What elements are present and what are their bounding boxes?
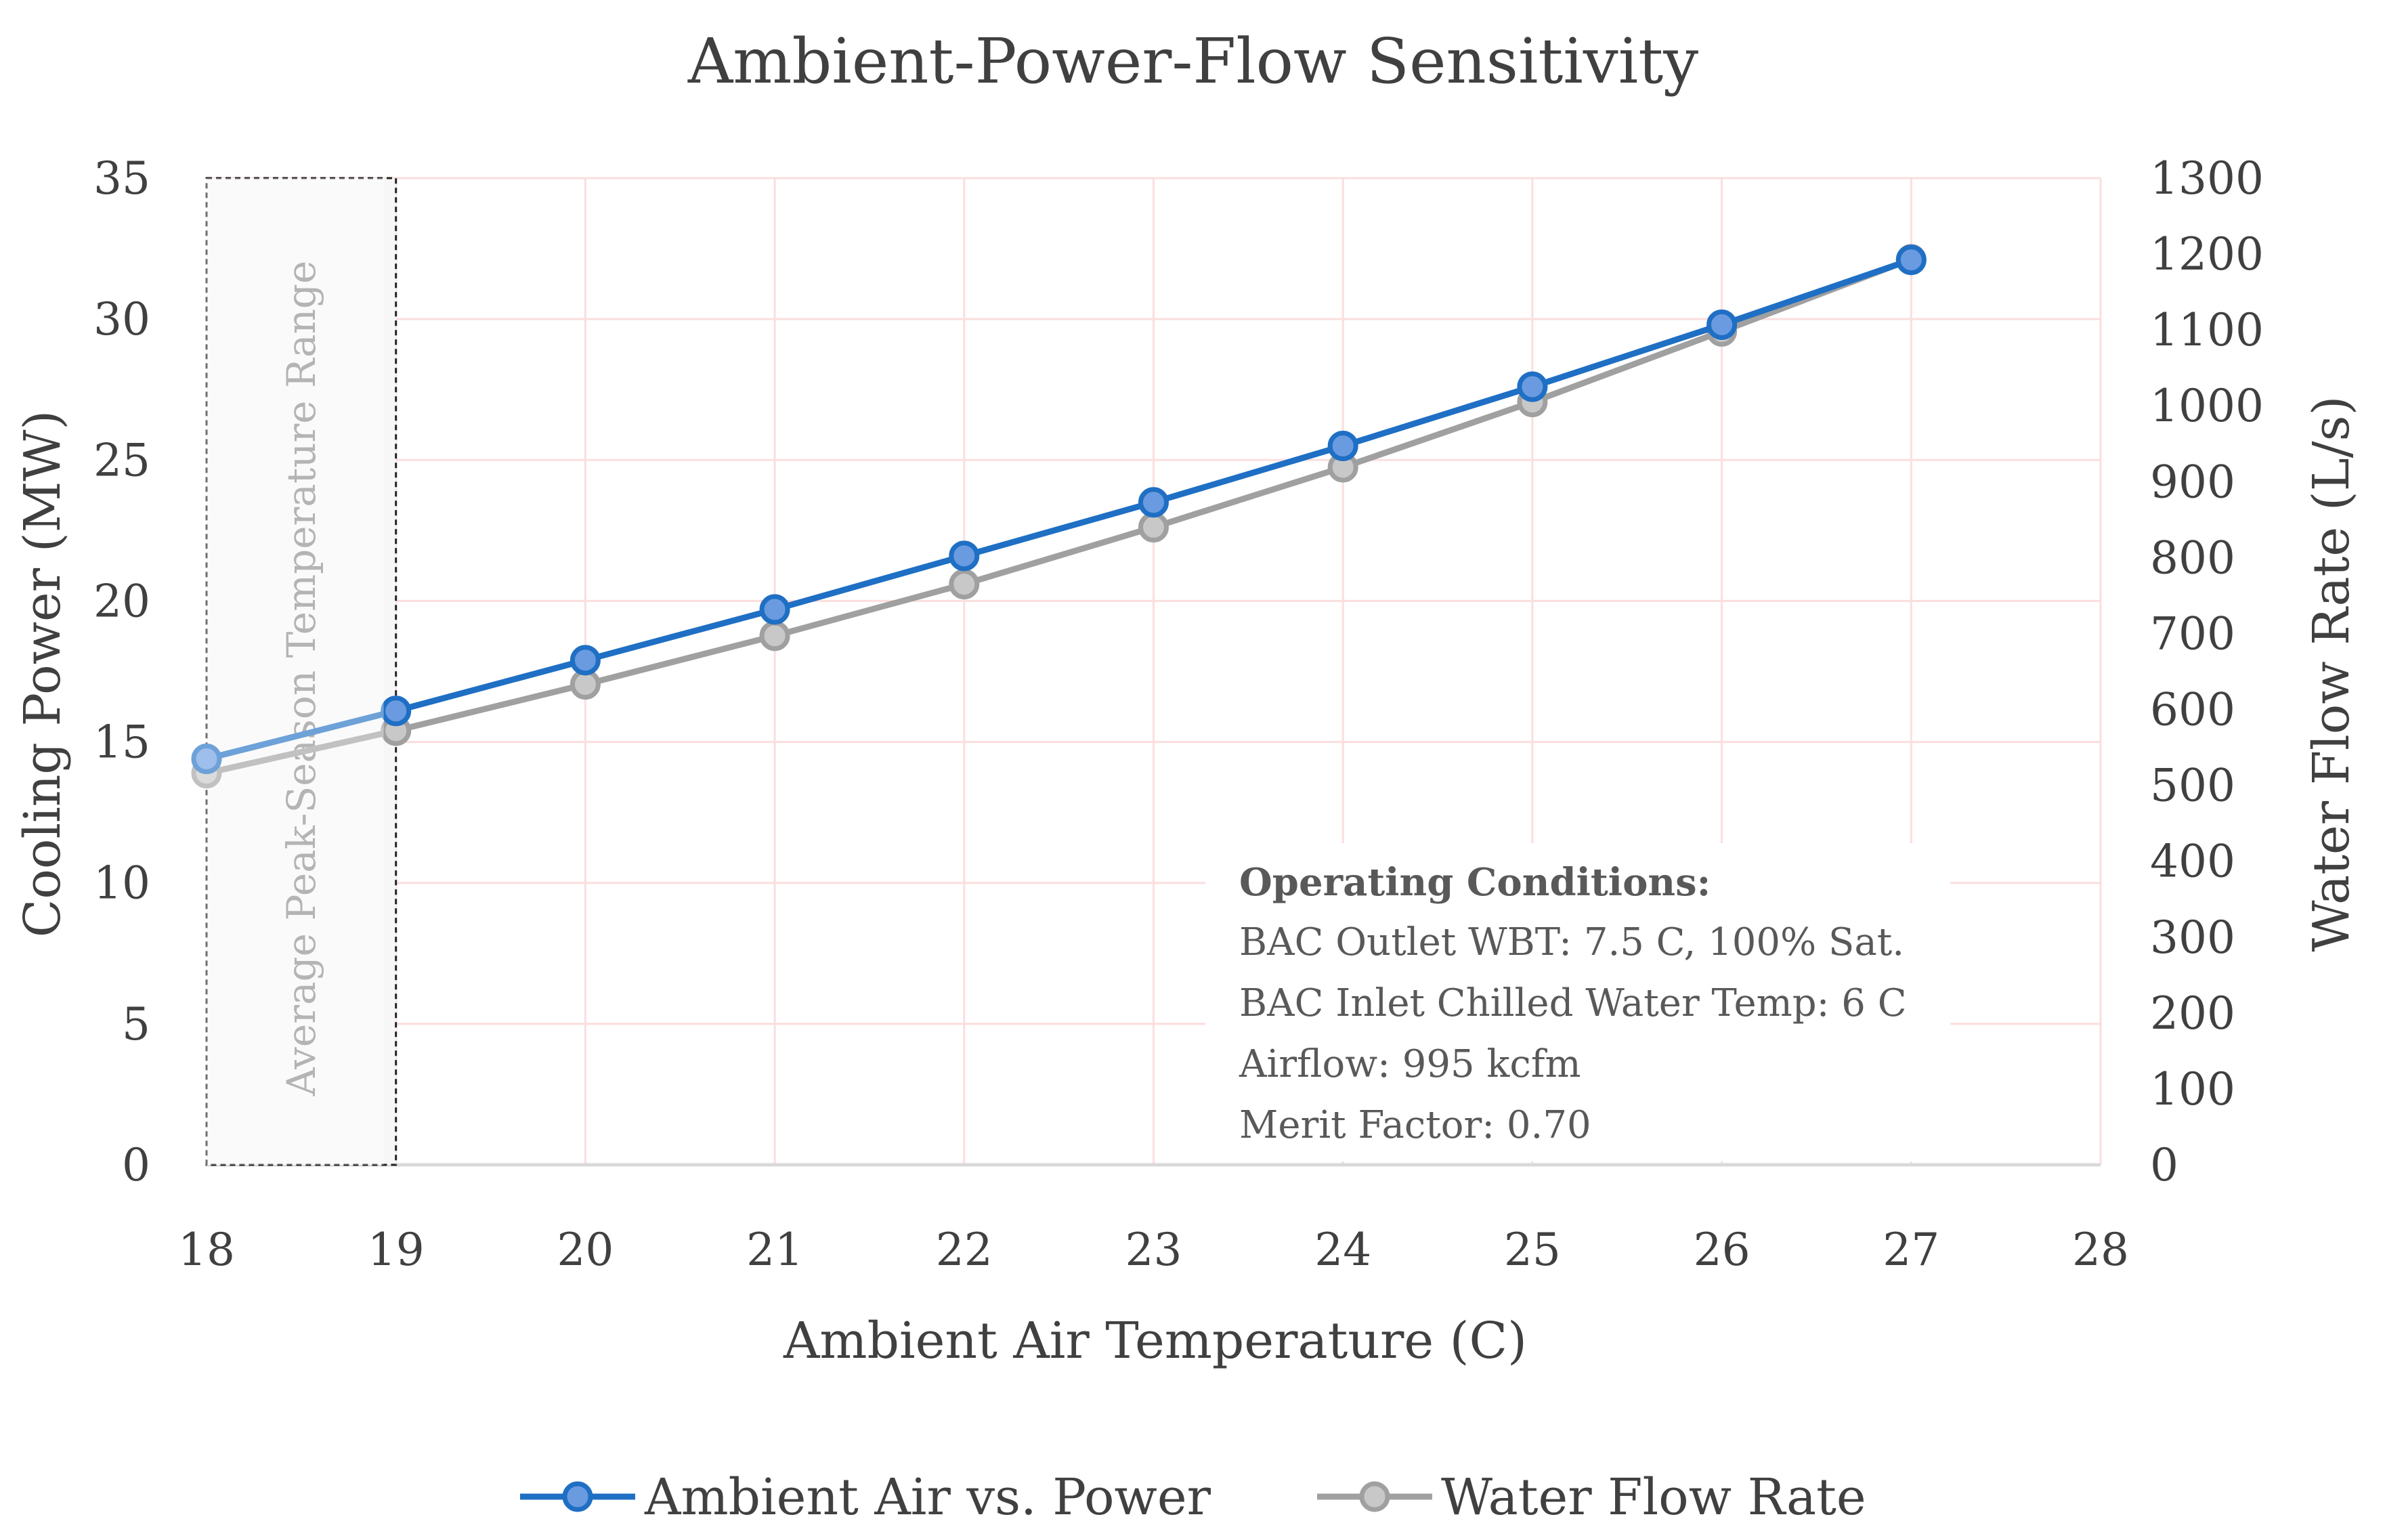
- power-point: [1706, 309, 1738, 340]
- annotation-line: Airflow: 995 kcfm: [1239, 1042, 1581, 1086]
- water-flow-point: [759, 620, 790, 651]
- power-point: [759, 594, 790, 625]
- y-tick-label: 30: [93, 293, 150, 345]
- y2-tick-label: 500: [2150, 760, 2235, 812]
- annotation-line: BAC Inlet Chilled Water Temp: 6 C: [1239, 981, 1907, 1025]
- x-tick-label: 27: [1883, 1224, 1939, 1276]
- legend-power-swatch-marker: [562, 1481, 593, 1512]
- y-tick-label: 15: [93, 716, 150, 769]
- y-axis-label: Cooling Power (MW): [14, 410, 72, 938]
- power-point: [949, 540, 980, 572]
- annotation-heading: Operating Conditions:: [1239, 860, 1711, 905]
- x-tick-label: 25: [1504, 1224, 1561, 1276]
- annotation-line: Merit Factor: 0.70: [1239, 1103, 1591, 1147]
- y2-tick-label: 1000: [2150, 380, 2264, 432]
- x-tick-label: 21: [746, 1224, 803, 1276]
- x-tick-label: 23: [1125, 1224, 1182, 1276]
- operating-conditions-box: Operating Conditions: BAC Outlet WBT: 7.5…: [1205, 843, 1950, 1161]
- y2-tick-label: 600: [2150, 684, 2235, 736]
- y-tick-label: 10: [93, 857, 150, 910]
- y-tick-label: 0: [122, 1139, 150, 1191]
- legend-water-flow-swatch-marker: [1359, 1481, 1390, 1512]
- y2-tick-label: 900: [2150, 456, 2235, 508]
- x-tick-label: 22: [936, 1224, 993, 1276]
- series-group: [186, 178, 1927, 1165]
- power-point: [1138, 487, 1169, 518]
- power-point: [191, 744, 222, 775]
- x-tick-label: 24: [1314, 1224, 1371, 1276]
- x-tick-label: 20: [557, 1224, 614, 1276]
- x-tick-label: 19: [368, 1224, 425, 1276]
- peak-season-region: Average Peak-Season Temperature Range: [205, 177, 398, 1166]
- water-flow-point: [1138, 512, 1169, 543]
- y2-tick-label: 1100: [2150, 304, 2264, 356]
- y2-tick-label: 1200: [2150, 228, 2264, 280]
- annotation-bg: [1205, 843, 1950, 1161]
- y-tick-label: 5: [122, 998, 150, 1050]
- y-tick-label: 20: [93, 575, 150, 627]
- x-tick-label: 26: [1694, 1224, 1750, 1276]
- water-flow-line: [206, 256, 1912, 777]
- x-tick-label: 28: [2072, 1224, 2129, 1276]
- y2-tick-label: 100: [2150, 1063, 2235, 1115]
- y2-tick-label: 0: [2150, 1139, 2178, 1191]
- legend-water-flow-label: Water Flow Rate: [1441, 1468, 1866, 1526]
- chart-title: Ambient-Power-Flow Sensitivity: [687, 25, 1698, 98]
- y2-tick-label: 300: [2150, 912, 2235, 964]
- power-point: [1895, 244, 1927, 276]
- y2-axis-label: Water Flow Rate (L/s): [2302, 396, 2361, 952]
- power-point: [381, 696, 412, 727]
- x-tick-label: 18: [178, 1224, 235, 1276]
- y2-tick-label: 400: [2150, 836, 2235, 888]
- peak-season-shade: [205, 177, 398, 1166]
- legend-power-label: Ambient Air vs. Power: [644, 1468, 1211, 1526]
- power-point: [1327, 430, 1358, 461]
- y2-tick-label: 200: [2150, 987, 2235, 1040]
- y2-tick-label: 1300: [2150, 152, 2264, 205]
- y-tick-label: 25: [93, 434, 150, 486]
- power-line: [205, 257, 1912, 762]
- water-flow-point: [949, 569, 980, 600]
- shade-overlay: [186, 178, 384, 1165]
- y-tick-label: 35: [93, 152, 150, 205]
- y2-tick-label: 700: [2150, 607, 2235, 660]
- y2-tick-label: 800: [2150, 532, 2235, 584]
- power-point: [570, 645, 601, 676]
- peak-season-label: Average Peak-Season Temperature Range: [278, 261, 324, 1097]
- legend: Ambient Air vs. Power Water Flow Rate: [520, 1468, 1866, 1526]
- annotation-line: BAC Outlet WBT: 7.5 C, 100% Sat.: [1239, 920, 1904, 964]
- axes: 18 19 20 21 22 23 24 25 26 27 28 0 5 10 15 20 25 30 35 0 100…: [93, 152, 2264, 1276]
- power-point: [1517, 371, 1548, 402]
- x-axis-label: Ambient Air Temperature (C): [783, 1312, 1527, 1370]
